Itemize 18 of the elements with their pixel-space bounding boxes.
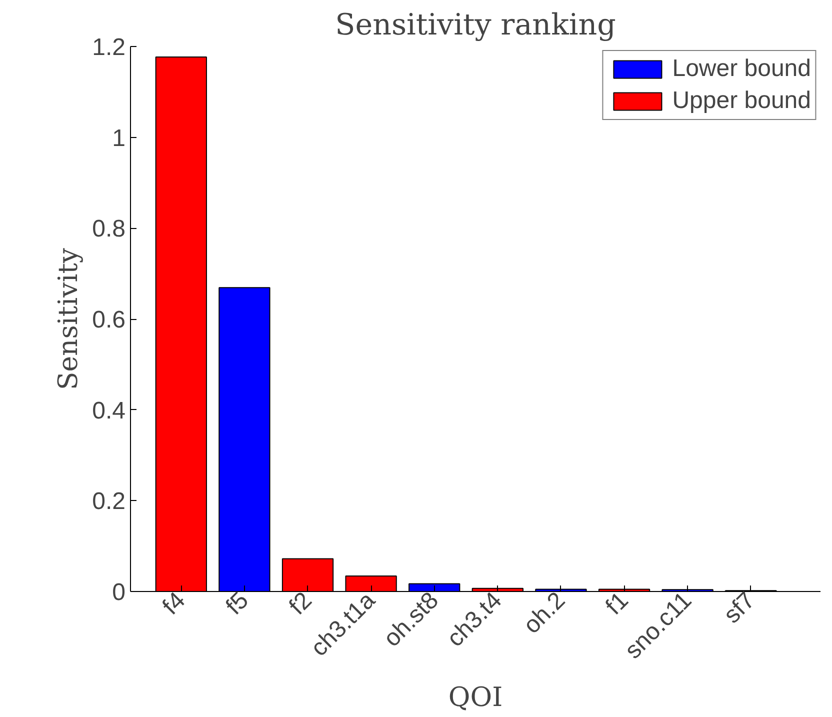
y-tick-label: 0.4 — [92, 397, 126, 424]
x-tick-label: sf7 — [718, 586, 760, 629]
y-tick-label: 1 — [112, 124, 126, 152]
x-tick-label: oh.2 — [518, 586, 571, 640]
x-axis-title: QOI — [448, 682, 503, 713]
y-tick-label: 1.2 — [92, 34, 126, 61]
x-tick-label: f5 — [220, 586, 254, 620]
y-tick-label: 0.6 — [92, 306, 126, 334]
chart-title: Sensitivity ranking — [335, 8, 616, 42]
x-tick-label: f1 — [600, 586, 634, 620]
legend-label: Lower bound — [672, 55, 811, 83]
y-tick-label: 0.8 — [92, 216, 126, 243]
x-tick-label: f2 — [284, 586, 318, 620]
y-tick-label: 0.2 — [92, 488, 126, 516]
y-axis-title: Sensitivity — [53, 248, 84, 390]
y-tick-label: 0 — [112, 579, 126, 606]
x-tick-label: f4 — [157, 586, 191, 620]
legend-label: Upper bound — [672, 87, 811, 115]
